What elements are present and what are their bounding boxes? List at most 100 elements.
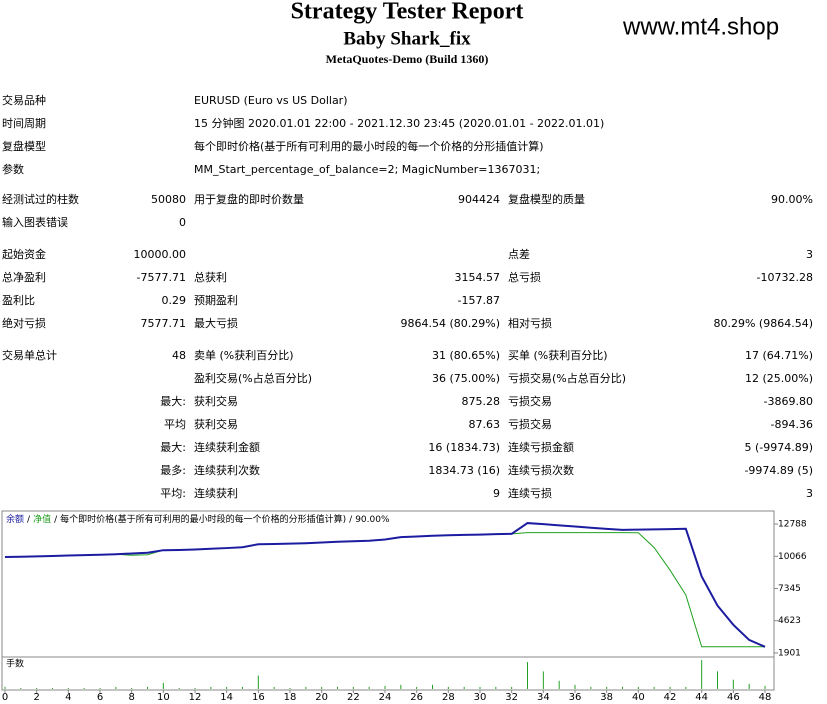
stat-label: 经测试过的柱数	[2, 192, 79, 206]
stat-value: 最大:	[160, 394, 186, 408]
stat-value: 90.00%	[771, 193, 813, 206]
stat-value: 3	[806, 248, 813, 261]
stat-label: 买单 (%获利百分比)	[508, 349, 608, 362]
legend-item: 每个即时价格(基于所有可利用的最小时段的每一个价格的分形插值计算)	[60, 513, 346, 525]
x-tick-label: 18	[284, 692, 297, 703]
stat-label: 卖单 (%获利百分比)	[194, 349, 294, 362]
stat-label: 盈利交易(%占总百分比)	[194, 371, 312, 385]
balance-line	[4, 522, 766, 648]
y-tick-label: 1901	[778, 648, 801, 658]
info-label: 复盘模型	[2, 139, 46, 153]
stat-value: 7577.71	[141, 317, 187, 330]
stat-label: 盈利比	[2, 294, 35, 307]
stat-value: 904424	[458, 193, 500, 206]
x-tick-label: 32	[505, 692, 518, 703]
info-label: 参数	[2, 162, 24, 176]
stat-value: 875.28	[462, 395, 501, 408]
legend-item: 净值	[33, 513, 51, 525]
stat-label: 总获利	[194, 270, 227, 284]
y-tick-label: 4623	[778, 616, 801, 626]
x-tick-label: 24	[379, 692, 392, 703]
subtitle: Baby Shark_fix	[343, 28, 471, 49]
x-tick-label: 8	[128, 692, 134, 703]
stat-label: 连续获利次数	[194, 463, 260, 477]
stat-value: 3154.57	[455, 271, 501, 284]
stat-label: 交易单总计	[2, 348, 57, 362]
stat-value: 48	[172, 349, 186, 362]
x-tick-label: 16	[252, 692, 265, 703]
x-tick-label: 34	[537, 692, 550, 703]
y-tick-label: 7345	[778, 584, 801, 594]
stat-value: 最多:	[160, 463, 186, 477]
stat-value: 平均:	[160, 487, 186, 500]
stat-value: -157.87	[458, 294, 500, 307]
stat-label: 连续获利金额	[194, 440, 260, 454]
info-label: 交易品种	[2, 93, 46, 107]
build: MetaQuotes-Demo (Build 1360)	[326, 52, 489, 66]
x-tick-label: 38	[600, 692, 613, 703]
stat-value: 3	[806, 487, 813, 500]
x-tick-label: 4	[65, 692, 71, 703]
stat-value: 最大:	[160, 440, 186, 454]
stat-value: -10732.28	[757, 271, 813, 284]
info-value: EURUSD (Euro vs US Dollar)	[194, 94, 348, 107]
x-tick-label: 2	[33, 692, 39, 703]
stat-label: 点差	[508, 247, 530, 261]
stat-label: 最大亏损	[194, 316, 238, 330]
stat-value: -3869.80	[764, 395, 813, 408]
stat-label: 连续获利	[194, 486, 238, 500]
stat-value: 10000.00	[134, 248, 187, 261]
x-tick-label: 40	[632, 692, 645, 703]
stat-value: 17 (64.71%)	[745, 349, 813, 362]
x-tick-label: 30	[474, 692, 487, 703]
stat-value: 1834.73 (16)	[428, 464, 500, 477]
legend-item: /	[54, 515, 58, 525]
x-tick-label: 20	[315, 692, 328, 703]
x-tick-label: 28	[442, 692, 455, 703]
x-tick-label: 14	[220, 692, 233, 703]
stat-label: 获利交易	[194, 394, 238, 408]
x-tick-label: 36	[569, 692, 582, 703]
legend: 余额 / 净值 / 每个即时价格(基于所有可利用的最小时段的每一个价格的分形插值计算) /…	[6, 513, 390, 525]
title: Strategy Tester Report	[291, 0, 524, 25]
stat-value: 80.29% (9864.54)	[713, 317, 813, 330]
info-value: 每个即时价格(基于所有可利用的最小时段的每一个价格的分形插值计算)	[194, 139, 544, 153]
volume-label: 手数	[6, 658, 24, 670]
info-value: 15 分钟图 2020.01.01 22:00 - 2021.12.30 23:…	[194, 116, 604, 130]
stat-value: -894.36	[771, 418, 813, 431]
x-tick-label: 10	[157, 692, 170, 703]
x-tick-label: 0	[2, 692, 8, 703]
stat-value: 87.63	[469, 418, 501, 431]
x-tick-label: 22	[347, 692, 360, 703]
x-tick-label: 42	[664, 692, 677, 703]
stat-label: 起始资金	[2, 247, 46, 261]
stat-label: 复盘模型的质量	[508, 192, 585, 206]
stat-value: 9	[493, 487, 500, 500]
x-tick-label: 46	[727, 692, 740, 703]
stat-label: 获利交易	[194, 417, 238, 431]
stat-value: 16 (1834.73)	[428, 441, 500, 454]
volume-frame	[1, 656, 775, 691]
stat-label: 预期盈利	[194, 294, 238, 307]
stat-value: 12 (25.00%)	[745, 372, 813, 385]
stat-label: 总亏损	[508, 270, 541, 284]
legend-item: 90.00%	[355, 515, 390, 525]
stat-value: 5 (-9974.89)	[744, 441, 813, 454]
stat-value: 31 (80.65%)	[432, 349, 500, 362]
stat-value: 平均	[164, 418, 186, 431]
stat-label: 用于复盘的即时价数量	[194, 192, 304, 206]
stat-label: 连续亏损	[508, 486, 552, 500]
x-tick-label: 26	[410, 692, 423, 703]
x-tick-label: 12	[189, 692, 202, 703]
stat-label: 输入图表错误	[2, 215, 68, 229]
stat-value: 36 (75.00%)	[432, 372, 500, 385]
stat-label: 亏损交易	[508, 394, 552, 408]
stat-label: 总净盈利	[2, 270, 46, 284]
x-tick-label: 6	[97, 692, 103, 703]
stat-label: 连续亏损次数	[508, 463, 574, 477]
y-tick-label: 10066	[778, 552, 807, 562]
y-tick-label: 12788	[778, 520, 807, 530]
stat-value: 0.29	[162, 294, 187, 307]
